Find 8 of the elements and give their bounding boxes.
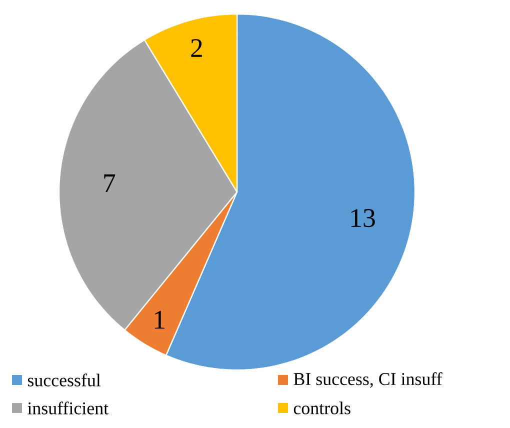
data-label: 7 xyxy=(104,174,116,192)
data-label: 1 xyxy=(154,310,164,329)
legend-label: successful xyxy=(28,374,101,386)
data-label: 2 xyxy=(191,39,202,57)
legend-label: BI success, CI insuff xyxy=(294,372,442,388)
legend-label: controls xyxy=(294,402,350,414)
data-label: 13 xyxy=(351,209,375,228)
legend-label: insufficient xyxy=(28,402,108,414)
